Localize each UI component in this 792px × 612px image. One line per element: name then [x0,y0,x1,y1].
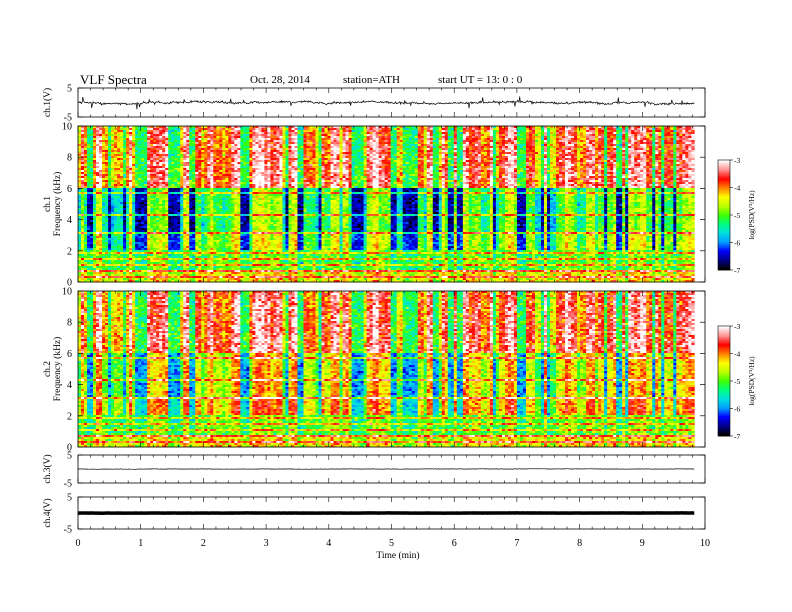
ch2_spectrogram-y-tick-label: 8 [67,318,72,329]
ch2_spectrogram-colorbar-tick-label: -7 [734,432,740,441]
date-label: Oct. 28, 2014 [250,74,310,86]
ch1_spectrogram-y-tick-label: 10 [62,122,72,133]
ch2_spectrogram-y-label: Frequency (kHz) [52,337,63,402]
ch4_waveform-y-tick-label: -5 [64,525,72,536]
ch1_spectrogram-colorbar-tick-label: -4 [734,184,740,193]
ch1_waveform-y-label: ch.1(V) [42,88,53,117]
ch2_spectrogram-y-tick-label: 4 [67,380,72,391]
ch3_waveform-y-tick-label: 5 [67,451,72,462]
ch2_spectrogram-image [78,291,695,448]
ch2_spectrogram-y-tick-label: 6 [67,349,72,360]
ch2_spectrogram-colorbar-tick-label: -6 [734,405,740,414]
ch1_spectrogram-colorbar-tick-label: -5 [734,211,740,220]
ch1_spectrogram-colorbar [717,159,731,271]
x-tick-label: 7 [514,538,519,549]
ch2_spectrogram-colorbar-tick-label: -3 [734,322,740,331]
x-tick-label: 3 [264,538,269,549]
ch2_spectrogram-colorbar [717,325,731,437]
station-label: station=ATH [343,74,400,86]
ch1_spectrogram-colorbar-tick-label: -6 [734,239,740,248]
ch2_spectrogram-y-tick-label: 2 [67,411,72,422]
ch1_spectrogram-y-label: Frequency (kHz) [52,172,63,237]
ch1_waveform-trace [78,96,695,110]
ch2_spectrogram-channel-label: ch.2 [43,361,53,377]
ch1_spectrogram-y-tick-label: 2 [67,246,72,257]
ch1_spectrogram-image [78,126,695,283]
x-tick-label: 9 [640,538,645,549]
ch2_spectrogram-colorbar-tick-label: -5 [734,377,740,386]
x-tick-label: 2 [201,538,206,549]
ch1_spectrogram-y-tick-label: 8 [67,153,72,164]
x-tick-label: 8 [577,538,582,549]
ch2_spectrogram-colorbar-tick-label: -4 [734,350,740,359]
ch4_waveform-y-tick-label: 5 [67,493,72,504]
ch3_waveform-trace [77,468,695,470]
ch3_waveform-y-label: ch.3(V) [42,454,53,483]
ch1_spectrogram-y-tick-label: 4 [67,215,72,226]
x-tick-label: 0 [76,538,81,549]
ch3_waveform-y-tick-label: -5 [64,479,72,490]
ch1_spectrogram-y-tick-label: 6 [67,184,72,195]
ch2_spectrogram-colorbar-label: log(PSD(V²/Hz) [747,356,756,406]
ch2_spectrogram-y-tick-label: 10 [62,287,72,298]
x-tick-label: 5 [389,538,394,549]
ch1_spectrogram-channel-label: ch.1 [43,196,53,212]
x-tick-label: 10 [700,538,710,549]
x-tick-label: 6 [452,538,457,549]
figure-title: VLF Spectra [80,72,147,87]
ch1_spectrogram-colorbar-tick-label: -7 [734,266,740,275]
ch1_waveform-y-tick-label: 5 [67,84,72,95]
x-tick-label: 4 [326,538,331,549]
ch4_waveform-y-label: ch.4(V) [42,498,53,527]
ch1_spectrogram-colorbar-label: log(PSD(V²/Hz) [747,190,756,240]
x-tick-label: 1 [138,538,143,549]
start-time-label: start UT = 13: 0 : 0 [438,74,523,86]
ch1_spectrogram-colorbar-tick-label: -3 [734,156,740,165]
x-axis-label: Time (min) [376,550,419,561]
